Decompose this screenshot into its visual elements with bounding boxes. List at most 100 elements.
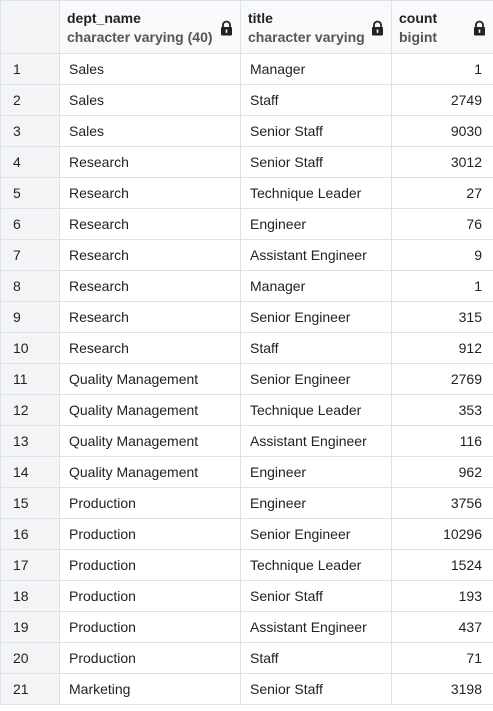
table-row[interactable]: 15 Production Engineer 3756 [0,487,493,519]
title-cell[interactable]: Technique Leader [240,549,392,581]
count-cell[interactable]: 116 [391,425,493,457]
table-row[interactable]: 18 Production Senior Staff 193 [0,580,493,612]
count-cell[interactable]: 10296 [391,518,493,550]
row-number-cell[interactable]: 21 [0,673,60,705]
count-cell[interactable]: 962 [391,456,493,488]
row-number-cell[interactable]: 16 [0,518,60,550]
count-cell[interactable]: 3198 [391,673,493,705]
dept-name-cell[interactable]: Production [59,518,241,550]
row-number-cell[interactable]: 1 [0,53,60,85]
dept-name-cell[interactable]: Research [59,239,241,271]
row-number-cell[interactable]: 15 [0,487,60,519]
dept-name-cell[interactable]: Production [59,549,241,581]
row-number-cell[interactable]: 17 [0,549,60,581]
row-number-cell[interactable]: 6 [0,208,60,240]
table-row[interactable]: 20 Production Staff 71 [0,642,493,674]
table-row[interactable]: 2 Sales Staff 2749 [0,84,493,116]
row-number-cell[interactable]: 7 [0,239,60,271]
count-cell[interactable]: 27 [391,177,493,209]
row-number-cell[interactable]: 3 [0,115,60,147]
dept-name-cell[interactable]: Research [59,146,241,178]
count-cell[interactable]: 9030 [391,115,493,147]
count-cell[interactable]: 1524 [391,549,493,581]
count-cell[interactable]: 3756 [391,487,493,519]
count-cell[interactable]: 315 [391,301,493,333]
row-number-cell[interactable]: 13 [0,425,60,457]
table-row[interactable]: 14 Quality Management Engineer 962 [0,456,493,488]
dept-name-cell[interactable]: Production [59,642,241,674]
dept-name-cell[interactable]: Quality Management [59,394,241,426]
table-row[interactable]: 19 Production Assistant Engineer 437 [0,611,493,643]
dept-name-cell[interactable]: Research [59,270,241,302]
title-cell[interactable]: Senior Staff [240,146,392,178]
row-number-cell[interactable]: 10 [0,332,60,364]
count-cell[interactable]: 193 [391,580,493,612]
title-cell[interactable]: Senior Staff [240,115,392,147]
dept-name-cell[interactable]: Research [59,177,241,209]
column-header-dept-name[interactable]: dept_name character varying (40) [59,0,241,54]
title-cell[interactable]: Staff [240,642,392,674]
table-row[interactable]: 12 Quality Management Technique Leader 353 [0,394,493,426]
table-row[interactable]: 17 Production Technique Leader 1524 [0,549,493,581]
count-cell[interactable]: 912 [391,332,493,364]
title-cell[interactable]: Senior Engineer [240,363,392,395]
count-cell[interactable]: 71 [391,642,493,674]
title-cell[interactable]: Engineer [240,208,392,240]
title-cell[interactable]: Senior Staff [240,580,392,612]
title-cell[interactable]: Technique Leader [240,177,392,209]
count-cell[interactable]: 353 [391,394,493,426]
count-cell[interactable]: 9 [391,239,493,271]
table-row[interactable]: 3 Sales Senior Staff 9030 [0,115,493,147]
title-cell[interactable]: Senior Engineer [240,518,392,550]
table-row[interactable]: 8 Research Manager 1 [0,270,493,302]
count-cell[interactable]: 2769 [391,363,493,395]
row-number-cell[interactable]: 14 [0,456,60,488]
count-cell[interactable]: 76 [391,208,493,240]
row-number-cell[interactable]: 9 [0,301,60,333]
title-cell[interactable]: Senior Engineer [240,301,392,333]
table-row[interactable]: 9 Research Senior Engineer 315 [0,301,493,333]
dept-name-cell[interactable]: Quality Management [59,456,241,488]
row-number-cell[interactable]: 19 [0,611,60,643]
dept-name-cell[interactable]: Research [59,208,241,240]
dept-name-cell[interactable]: Production [59,580,241,612]
dept-name-cell[interactable]: Quality Management [59,363,241,395]
title-cell[interactable]: Technique Leader [240,394,392,426]
title-cell[interactable]: Assistant Engineer [240,425,392,457]
row-number-header[interactable] [0,0,60,54]
dept-name-cell[interactable]: Sales [59,115,241,147]
title-cell[interactable]: Senior Staff [240,673,392,705]
table-row[interactable]: 13 Quality Management Assistant Engineer 11… [0,425,493,457]
row-number-cell[interactable]: 4 [0,146,60,178]
title-cell[interactable]: Staff [240,84,392,116]
dept-name-cell[interactable]: Production [59,611,241,643]
dept-name-cell[interactable]: Sales [59,53,241,85]
dept-name-cell[interactable]: Research [59,301,241,333]
table-row[interactable]: 1 Sales Manager 1 [0,53,493,85]
row-number-cell[interactable]: 11 [0,363,60,395]
dept-name-cell[interactable]: Production [59,487,241,519]
title-cell[interactable]: Assistant Engineer [240,239,392,271]
count-cell[interactable]: 3012 [391,146,493,178]
dept-name-cell[interactable]: Research [59,332,241,364]
table-row[interactable]: 21 Marketing Senior Staff 3198 [0,673,493,705]
dept-name-cell[interactable]: Marketing [59,673,241,705]
count-cell[interactable]: 2749 [391,84,493,116]
table-row[interactable]: 6 Research Engineer 76 [0,208,493,240]
title-cell[interactable]: Manager [240,53,392,85]
row-number-cell[interactable]: 12 [0,394,60,426]
title-cell[interactable]: Staff [240,332,392,364]
dept-name-cell[interactable]: Quality Management [59,425,241,457]
table-row[interactable]: 11 Quality Management Senior Engineer 2769 [0,363,493,395]
table-row[interactable]: 5 Research Technique Leader 27 [0,177,493,209]
count-cell[interactable]: 437 [391,611,493,643]
title-cell[interactable]: Engineer [240,456,392,488]
row-number-cell[interactable]: 2 [0,84,60,116]
count-cell[interactable]: 1 [391,53,493,85]
row-number-cell[interactable]: 8 [0,270,60,302]
title-cell[interactable]: Manager [240,270,392,302]
column-header-count[interactable]: count bigint [391,0,493,54]
table-row[interactable]: 4 Research Senior Staff 3012 [0,146,493,178]
row-number-cell[interactable]: 5 [0,177,60,209]
table-row[interactable]: 16 Production Senior Engineer 10296 [0,518,493,550]
